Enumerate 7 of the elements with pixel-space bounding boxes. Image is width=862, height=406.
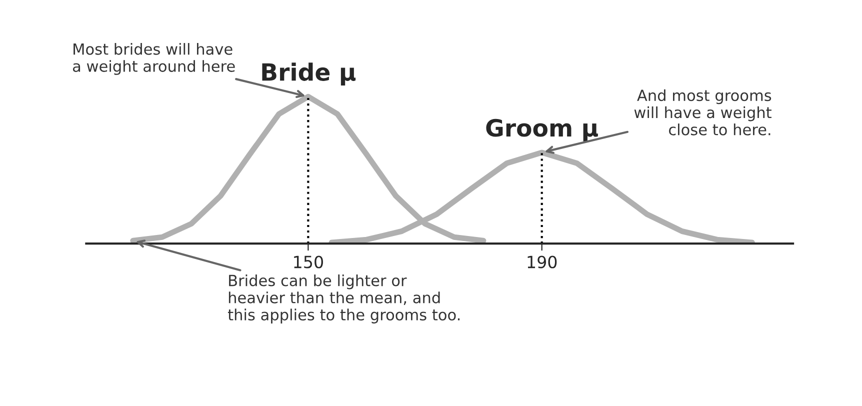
ref-line-label: Bride μ (262, 62, 356, 86)
x-tick-label: 150 (294, 256, 323, 268)
ref-line-label: Groom μ (486, 118, 598, 142)
annotation: Brides can be lighter or heavier than the mean, and this applies to the grooms too. (228, 274, 460, 324)
x-tick-label: 190 (528, 256, 557, 268)
annotation: And most grooms will have a weight close to here. (634, 89, 772, 136)
annotation: Most brides will have a weight around here (72, 43, 235, 75)
